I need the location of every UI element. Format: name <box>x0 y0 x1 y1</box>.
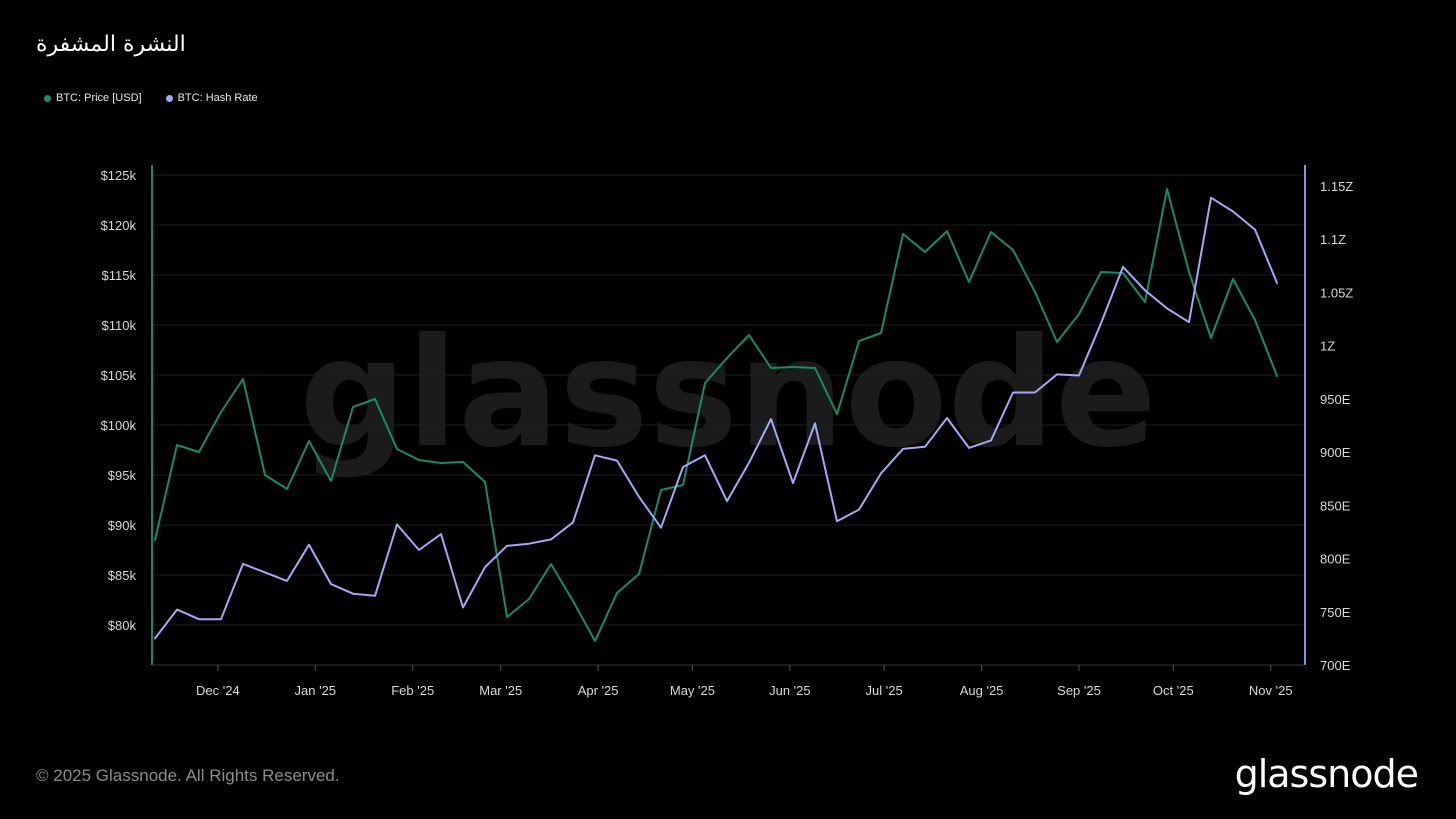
y-left-tick-label: $85k <box>108 568 137 583</box>
legend-dot-price <box>44 94 51 102</box>
y-left-tick-label: $110k <box>102 318 137 333</box>
y-right-tick-label: 700E <box>1320 658 1351 673</box>
y-right-tick-label: 1.05Z <box>1320 285 1353 300</box>
y-left-tick-label: $100k <box>101 418 137 433</box>
y-right-tick-label: 950E <box>1320 392 1351 407</box>
tick-labels: $80k $85k $90k $95k $100k $105k $110k $115k $120… <box>101 168 1354 698</box>
y-left-tick-label: $105k <box>101 368 137 383</box>
legend-label-hashrate: BTC: Hash Rate <box>177 92 258 104</box>
series-line-hashrate <box>154 196 1278 640</box>
watermark: glassnode <box>299 307 1157 481</box>
series-line-price <box>154 188 1278 642</box>
x-tick-label: Aug '25 <box>960 683 1004 698</box>
y-right-tick-label: 1.15Z <box>1320 179 1353 194</box>
y-left-tick-label: $120k <box>101 218 137 233</box>
y-right-tick-label: 1Z <box>1320 339 1335 354</box>
legend-label-price: BTC: Price [USD] <box>56 92 142 104</box>
x-tick-label: Jul '25 <box>866 683 903 698</box>
y-left-tick-label: $80k <box>108 618 137 633</box>
axes <box>151 165 1306 671</box>
x-tick-label: Mar '25 <box>479 683 522 698</box>
legend-dot-hashrate <box>165 94 173 102</box>
x-tick-label: Dec '24 <box>196 683 240 698</box>
y-left-tick-label: $95k <box>108 468 137 483</box>
x-tick-label: May '25 <box>670 683 715 698</box>
copyright-footer: © 2025 Glassnode. All Rights Reserved. <box>36 766 340 785</box>
x-tick-label: Sep '25 <box>1057 683 1101 698</box>
x-tick-label: Jan '25 <box>295 683 337 698</box>
y-left-tick-label: $90k <box>108 518 137 533</box>
y-left-tick-label: $115k <box>102 268 137 283</box>
y-left-tick-label: $125k <box>101 168 137 183</box>
series-lines <box>154 188 1278 642</box>
y-right-tick-label: 800E <box>1320 552 1351 567</box>
x-tick-label: Apr '25 <box>578 683 619 698</box>
legend: BTC: Price [USD] BTC: Hash Rate <box>44 92 258 104</box>
grid-lines <box>152 174 1305 626</box>
glassnode-logo: glassnode <box>1234 752 1419 796</box>
x-tick-label: Nov '25 <box>1249 683 1293 698</box>
y-right-tick-label: 750E <box>1320 605 1351 620</box>
y-right-tick-label: 1.1Z <box>1320 232 1346 247</box>
x-tick-label: Feb '25 <box>391 683 434 698</box>
chart-title: النشرة المشفرة <box>36 32 186 57</box>
x-tick-label: Oct '25 <box>1153 683 1194 698</box>
x-tick-label: Jun '25 <box>769 683 811 698</box>
y-right-tick-label: 900E <box>1320 445 1351 460</box>
legend-item-hashrate[interactable]: BTC: Hash Rate <box>165 92 258 104</box>
y-right-tick-label: 850E <box>1320 498 1351 513</box>
legend-item-price[interactable]: BTC: Price [USD] <box>44 92 142 104</box>
